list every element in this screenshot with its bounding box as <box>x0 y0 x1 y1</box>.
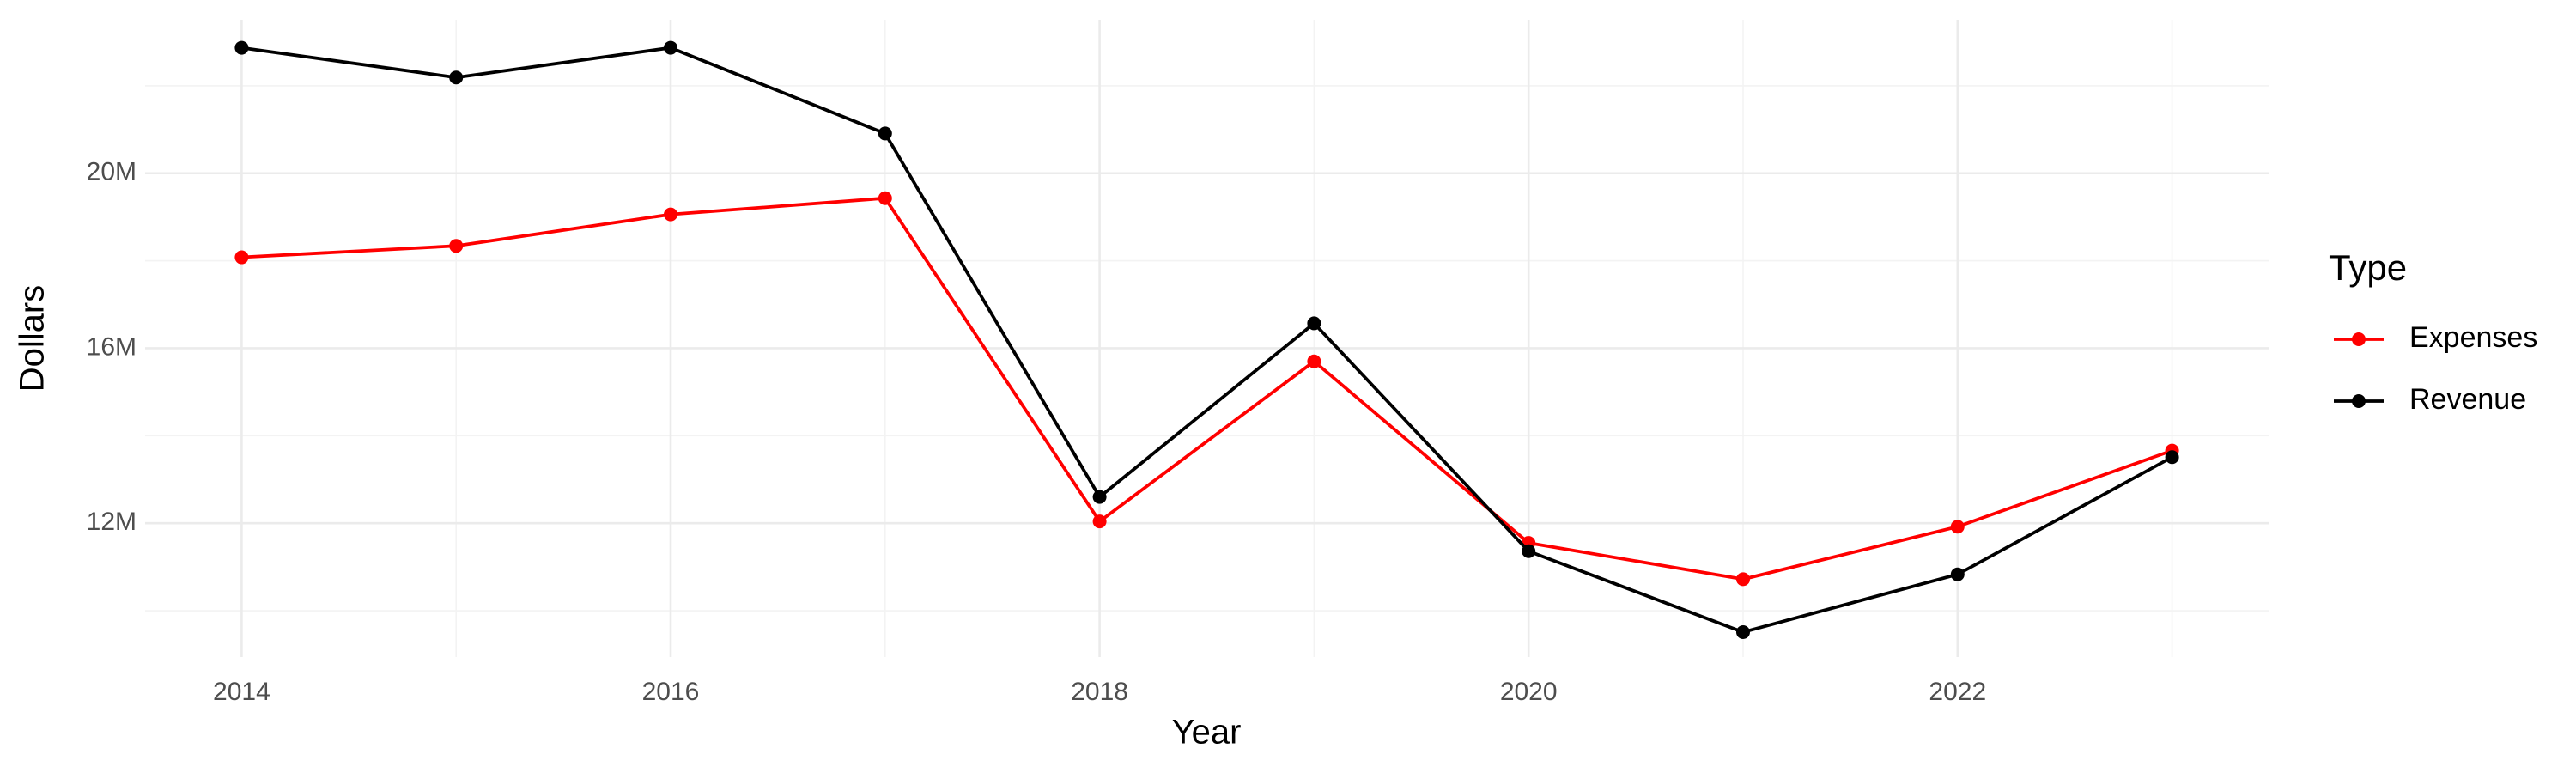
x-tick-label: 2020 <box>1500 678 1558 706</box>
x-tick-label: 2022 <box>1929 678 1986 706</box>
data-point <box>1307 354 1321 368</box>
series-line <box>241 46 2173 634</box>
data-point <box>1522 544 1536 558</box>
y-tick-label: 16M <box>87 332 137 361</box>
data-point <box>1950 567 1965 581</box>
x-axis-title: Year <box>1172 714 1242 752</box>
legend-label: Revenue <box>2409 383 2526 416</box>
data-point <box>878 191 892 205</box>
data-point <box>1092 514 1107 529</box>
series-line <box>241 196 2173 581</box>
legend-title: Type <box>2329 247 2407 288</box>
legend-marker <box>2352 332 2366 346</box>
x-tick-label: 2014 <box>213 678 270 706</box>
y-tick-label: 12M <box>87 508 137 536</box>
data-point <box>449 239 464 253</box>
data-point <box>449 70 464 85</box>
legend-marker <box>2352 394 2366 408</box>
legend-label: Expenses <box>2409 321 2537 354</box>
data-point <box>664 207 678 222</box>
x-tick-label: 2018 <box>1071 678 1128 706</box>
data-point <box>878 126 892 141</box>
data-point <box>1735 624 1750 639</box>
data-point <box>1307 316 1321 331</box>
x-tick-label: 2016 <box>642 678 700 706</box>
data-point <box>1092 490 1107 504</box>
y-tick-label: 20M <box>87 158 137 186</box>
data-point <box>1735 572 1750 587</box>
data-point <box>234 250 249 265</box>
data-point <box>1950 520 1965 534</box>
data-point <box>2165 450 2179 465</box>
y-axis-title: Dollars <box>14 285 52 392</box>
data-point <box>664 40 678 55</box>
data-point <box>234 40 249 55</box>
